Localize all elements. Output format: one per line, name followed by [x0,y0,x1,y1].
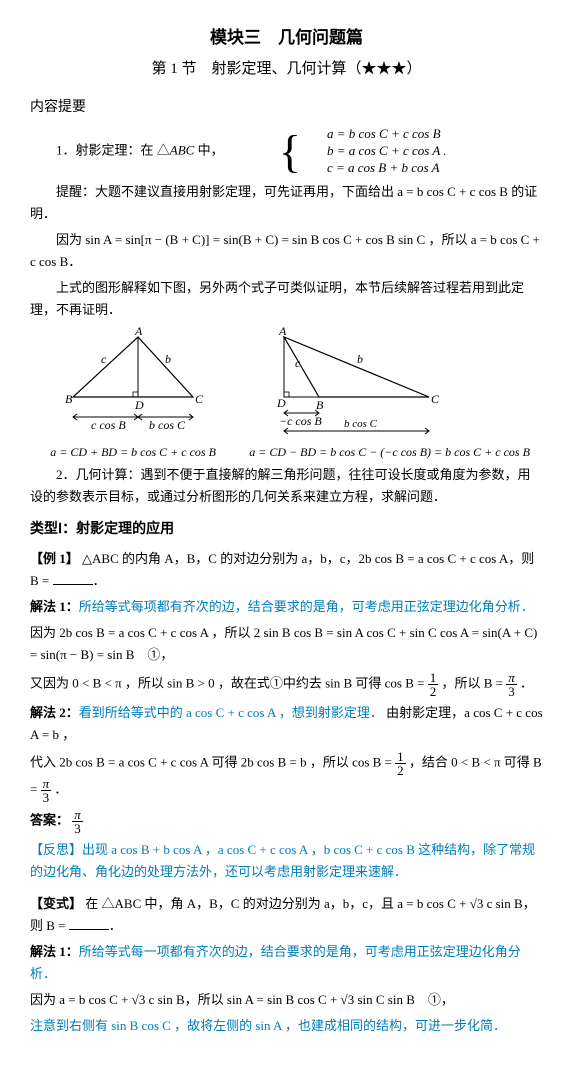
var-sol: 解法 1：所给等式每一项都有齐次的边，结合要求的是角，可考虑用正弦定理边化角分析… [30,941,543,985]
t2: ，所以 B = [442,675,507,690]
svg-text:−c cos B: −c cos B [279,414,322,428]
var-line2: 注意到右侧有 sin B cos C ，故将左侧的 sin A ，也建成相同的结… [30,1015,543,1037]
figure-2: A B C D c b −c cos B b cos C a = CD − BD… [249,327,530,460]
svg-text:c: c [295,356,301,370]
reflection: 【反思】出现 a cos B + b cos A ，a cos C + c co… [30,839,543,883]
figures-row: A B C D c b c cos B b cos C a = CD + BD … [30,327,543,460]
triangle-2-svg: A B C D c b −c cos B b cos C [249,327,449,437]
svg-text:D: D [134,398,144,412]
t3: ． [520,675,533,690]
type1-heading: 类型Ⅰ：射影定理的应用 [30,518,543,542]
theorem-intro: 1．射影定理：在 △ABC 中， { a = b cos C + c cos B… [30,126,543,177]
reminder: 提醒：大题不建议直接用射影定理，可先证再用，下面给出 a = b cos C +… [30,181,543,225]
svg-text:c: c [101,352,107,366]
example-1: 【例 1】 △ABC 的内角 A，B，C 的对边分别为 a，b，c，2b cos… [30,548,543,592]
figure-1: A B C D c b c cos B b cos C a = CD + BD … [43,327,223,460]
answer: 答案： π3 [30,808,543,835]
sol1-line2: 又因为 0 < B < π ，所以 sin B > 0 ，故在式①中约去 sin… [30,671,543,698]
brace-line-3: c = a cos B + b cos A [301,160,447,177]
svg-text:C: C [431,392,440,406]
svg-text:b cos C: b cos C [149,418,186,432]
sol2-hint: 看到所给等式中的 a cos C + c cos A ，想到射影定理． [79,705,383,720]
svg-text:A: A [134,327,143,338]
fig1-caption: a = CD + BD = b cos C + c cos B [43,445,223,461]
sol1-line1: 因为 2b cos B = a cos C + c cos A ，所以 2 si… [30,622,543,666]
sol2-line2: 代入 2b cos B = a cos C + c cos A 可得 2b co… [30,750,543,804]
solution-2: 解法 2：看到所给等式中的 a cos C + c cos A ，想到射影定理．… [30,702,543,746]
svg-text:b: b [357,352,363,366]
svg-text:C: C [195,392,204,406]
var-sol-label: 解法 1： [30,944,79,959]
txt2: 中， [194,143,223,158]
fig2-caption: a = CD − BD = b cos C − (−c cos B) = b c… [249,445,530,461]
ex1-label: 【例 1】 [30,551,79,566]
blank-2 [69,916,109,930]
summary-heading: 内容提要 [30,96,543,120]
variant: 【变式】 在 △ABC 中，角 A，B，C 的对边分别为 a，b，c，且 a =… [30,893,543,937]
sol1-hint: 所给等式每项都有齐次的边，结合要求的是角，可考虑用正弦定理边化角分析． [79,599,534,614]
svg-text:b cos C: b cos C [344,418,378,430]
triangle-1-svg: A B C D c b c cos B b cos C [43,327,223,437]
txt: 1．射影定理：在 △ [56,143,170,158]
svg-text:A: A [278,327,287,338]
module-title: 模块三 几何问题篇 [30,24,543,53]
ans-label: 答案： [30,812,69,827]
solution-1: 解法 1：所给等式每项都有齐次的边，结合要求的是角，可考虑用正弦定理边化角分析． [30,596,543,618]
svg-text:B: B [65,392,73,406]
left-brace: { [253,129,301,175]
section-title: 第 1 节 射影定理、几何计算（★★★） [30,57,543,83]
abc: ABC [170,143,195,158]
geom-compute: 2．几何计算：遇到不便于直接解的解三角形问题，往往可设长度或角度为参数，用设的参… [30,464,543,508]
sol2-label: 解法 2： [30,705,79,720]
var-label: 【变式】 [30,896,82,911]
ex1-text: △ABC 的内角 A，B，C 的对边分别为 a，b，c，2b cos B = a… [30,551,534,588]
t3: ． [54,781,67,796]
svg-text:b: b [165,352,171,366]
t: 代入 2b cos B = a cos C + c cos A 可得 2b co… [30,754,395,769]
svg-text:B: B [316,398,324,412]
reflect-text: 出现 a cos B + b cos A ，a cos C + c cos A … [30,842,535,879]
svg-text:c cos B: c cos B [91,418,126,432]
t: 又因为 0 < B < π ，所以 sin B > 0 ，故在式①中约去 sin… [30,675,428,690]
sol1-label: 解法 1： [30,599,79,614]
proof-note: 上式的图形解释如下图，另外两个式子可类似证明，本节后续解答过程若用到此定理，不再… [30,277,543,321]
brace-line-2: b = a cos C + c cos A . [301,143,447,160]
reflect-label: 【反思】 [30,842,82,857]
brace-line-1: a = b cos C + c cos B [301,126,447,143]
proof-line: 因为 sin A = sin[π − (B + C)] = sin(B + C)… [30,229,543,273]
var-line1: 因为 a = b cos C + √3 c sin B，所以 sin A = s… [30,989,543,1011]
blank-1 [53,571,93,585]
var-sol-hint: 所给等式每一项都有齐次的边，结合要求的是角，可考虑用正弦定理边化角分析． [30,944,521,981]
svg-text:D: D [276,396,286,410]
